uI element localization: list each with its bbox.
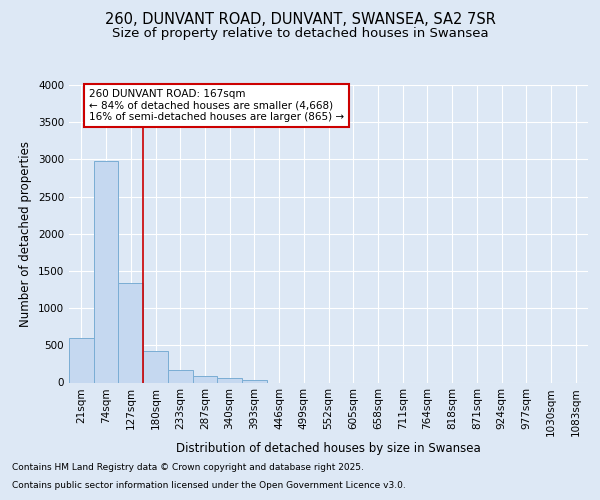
Bar bbox=[193, 376, 217, 382]
Text: 260, DUNVANT ROAD, DUNVANT, SWANSEA, SA2 7SR: 260, DUNVANT ROAD, DUNVANT, SWANSEA, SA2… bbox=[104, 12, 496, 28]
Bar bbox=[94, 161, 118, 382]
Bar bbox=[168, 370, 193, 382]
Text: Contains public sector information licensed under the Open Government Licence v3: Contains public sector information licen… bbox=[12, 481, 406, 490]
Bar bbox=[69, 338, 94, 382]
Bar bbox=[143, 352, 168, 382]
X-axis label: Distribution of detached houses by size in Swansea: Distribution of detached houses by size … bbox=[176, 442, 481, 454]
Text: 260 DUNVANT ROAD: 167sqm
← 84% of detached houses are smaller (4,668)
16% of sem: 260 DUNVANT ROAD: 167sqm ← 84% of detach… bbox=[89, 88, 344, 122]
Text: Size of property relative to detached houses in Swansea: Size of property relative to detached ho… bbox=[112, 28, 488, 40]
Bar bbox=[118, 283, 143, 382]
Bar bbox=[242, 380, 267, 382]
Text: Contains HM Land Registry data © Crown copyright and database right 2025.: Contains HM Land Registry data © Crown c… bbox=[12, 464, 364, 472]
Bar bbox=[217, 378, 242, 382]
Y-axis label: Number of detached properties: Number of detached properties bbox=[19, 141, 32, 327]
